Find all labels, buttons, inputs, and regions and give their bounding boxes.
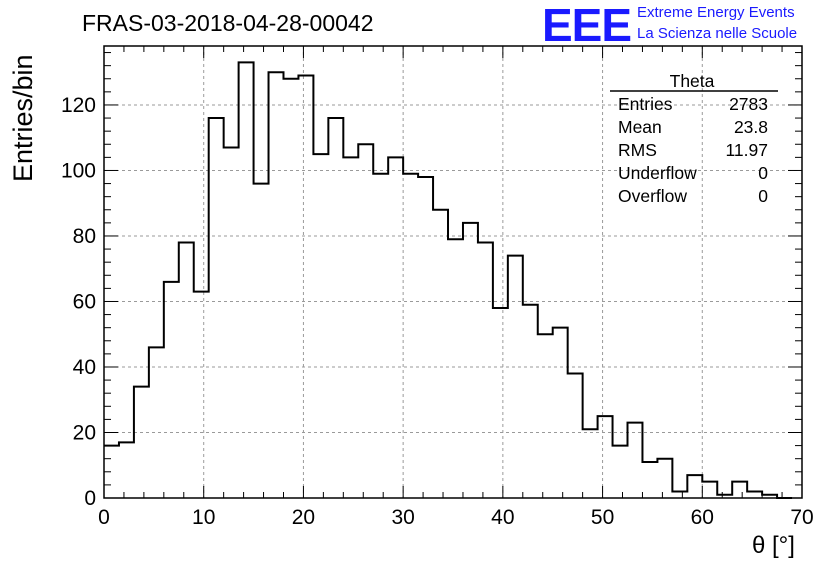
- x-tick-label: 40: [491, 506, 514, 529]
- histogram-bin: [508, 256, 523, 498]
- stats-row-label: Mean: [618, 117, 662, 137]
- plot-frame: [103, 45, 803, 499]
- plot-border: [103, 45, 803, 499]
- stats-title: Theta: [670, 71, 715, 91]
- y-tick-label: 40: [73, 356, 96, 379]
- axis-ticks: 0 10 20 30 40 50 60 70 0 20 40 60 80 100 120: [61, 46, 814, 529]
- histogram-bin: [254, 184, 269, 498]
- histogram-bin: [403, 174, 418, 498]
- histogram-bin: [224, 148, 239, 498]
- histogram-bin: [194, 292, 209, 498]
- histogram-bin: [538, 334, 553, 498]
- histogram-bin: [149, 347, 164, 498]
- x-tick-label: 0: [98, 506, 110, 529]
- y-tick-label: 20: [73, 421, 96, 444]
- histogram-bin: [298, 75, 313, 498]
- stats-row-label: Entries: [618, 94, 673, 114]
- histogram-bars: [104, 61, 793, 499]
- histogram-bin: [523, 305, 538, 498]
- histogram-bin: [313, 154, 328, 498]
- histogram-bin: [568, 374, 583, 498]
- y-tick-label: 120: [61, 94, 96, 117]
- y-tick-label: 60: [73, 290, 96, 313]
- eee-logo: EEE: [542, 0, 632, 51]
- histogram-bin: [269, 72, 284, 498]
- x-tick-label: 20: [292, 506, 315, 529]
- grid-lines: [104, 46, 802, 498]
- stats-row-value: 0: [758, 186, 768, 206]
- stats-row-value: 23.8: [734, 117, 768, 137]
- histogram-bin: [283, 79, 298, 498]
- histogram-bin: [687, 475, 702, 498]
- histogram-bin: [448, 239, 463, 498]
- histogram-bin: [343, 157, 358, 498]
- logo-caption-line1: Extreme Energy Events: [637, 4, 795, 21]
- histogram-bin: [463, 223, 478, 498]
- histogram-bin: [628, 423, 643, 498]
- x-tick-label: 50: [591, 506, 614, 529]
- histogram-bin: [164, 282, 179, 498]
- histogram-bin: [493, 308, 508, 498]
- stats-row-value: 2783: [729, 94, 768, 114]
- histogram-bin: [642, 462, 657, 498]
- histogram-bin: [598, 416, 613, 498]
- histogram-bin: [209, 118, 224, 498]
- x-tick-label: 10: [192, 506, 215, 529]
- histogram-bin: [388, 157, 403, 498]
- histogram-bin: [553, 328, 568, 498]
- x-tick-label: 70: [790, 506, 813, 529]
- histogram-bin: [179, 243, 194, 498]
- x-tick-label: 30: [391, 506, 414, 529]
- histogram-bin: [747, 491, 762, 498]
- x-tick-label: 60: [691, 506, 714, 529]
- y-tick-label: 100: [61, 159, 96, 182]
- histogram-bin: [358, 144, 373, 498]
- logo-caption-line2: La Scienza nelle Scuole: [637, 25, 798, 42]
- histogram-bin: [239, 62, 254, 498]
- stats-row-label: Overflow: [618, 186, 687, 206]
- histogram-bin: [478, 243, 493, 498]
- y-tick-label: 0: [84, 487, 96, 510]
- histogram-bin: [583, 429, 598, 498]
- histogram-bin: [418, 177, 433, 498]
- stats-row-label: RMS: [618, 140, 657, 160]
- stats-box: Theta Entries 2783 Mean 23.8 RMS 11.97 Underflo…: [610, 71, 778, 206]
- histogram-bin: [134, 387, 149, 498]
- histogram-bin: [328, 118, 343, 498]
- histogram-bin: [732, 482, 747, 498]
- histogram-outline: [104, 61, 793, 499]
- histogram-bin: [119, 442, 134, 498]
- chart-title: FRAS-03-2018-04-28-00042: [82, 10, 374, 36]
- histogram-bin: [657, 459, 672, 498]
- histogram-bin: [373, 174, 388, 498]
- stats-row-value: 0: [758, 163, 768, 183]
- stats-row-value: 11.97: [726, 140, 769, 160]
- histogram-bin: [613, 446, 628, 498]
- histogram-bin: [433, 210, 448, 498]
- y-tick-label: 80: [73, 225, 96, 248]
- stats-row-label: Underflow: [618, 163, 697, 183]
- x-axis-label: θ [°]: [752, 532, 795, 559]
- histogram-bin: [672, 491, 687, 498]
- histogram-bin: [702, 482, 717, 498]
